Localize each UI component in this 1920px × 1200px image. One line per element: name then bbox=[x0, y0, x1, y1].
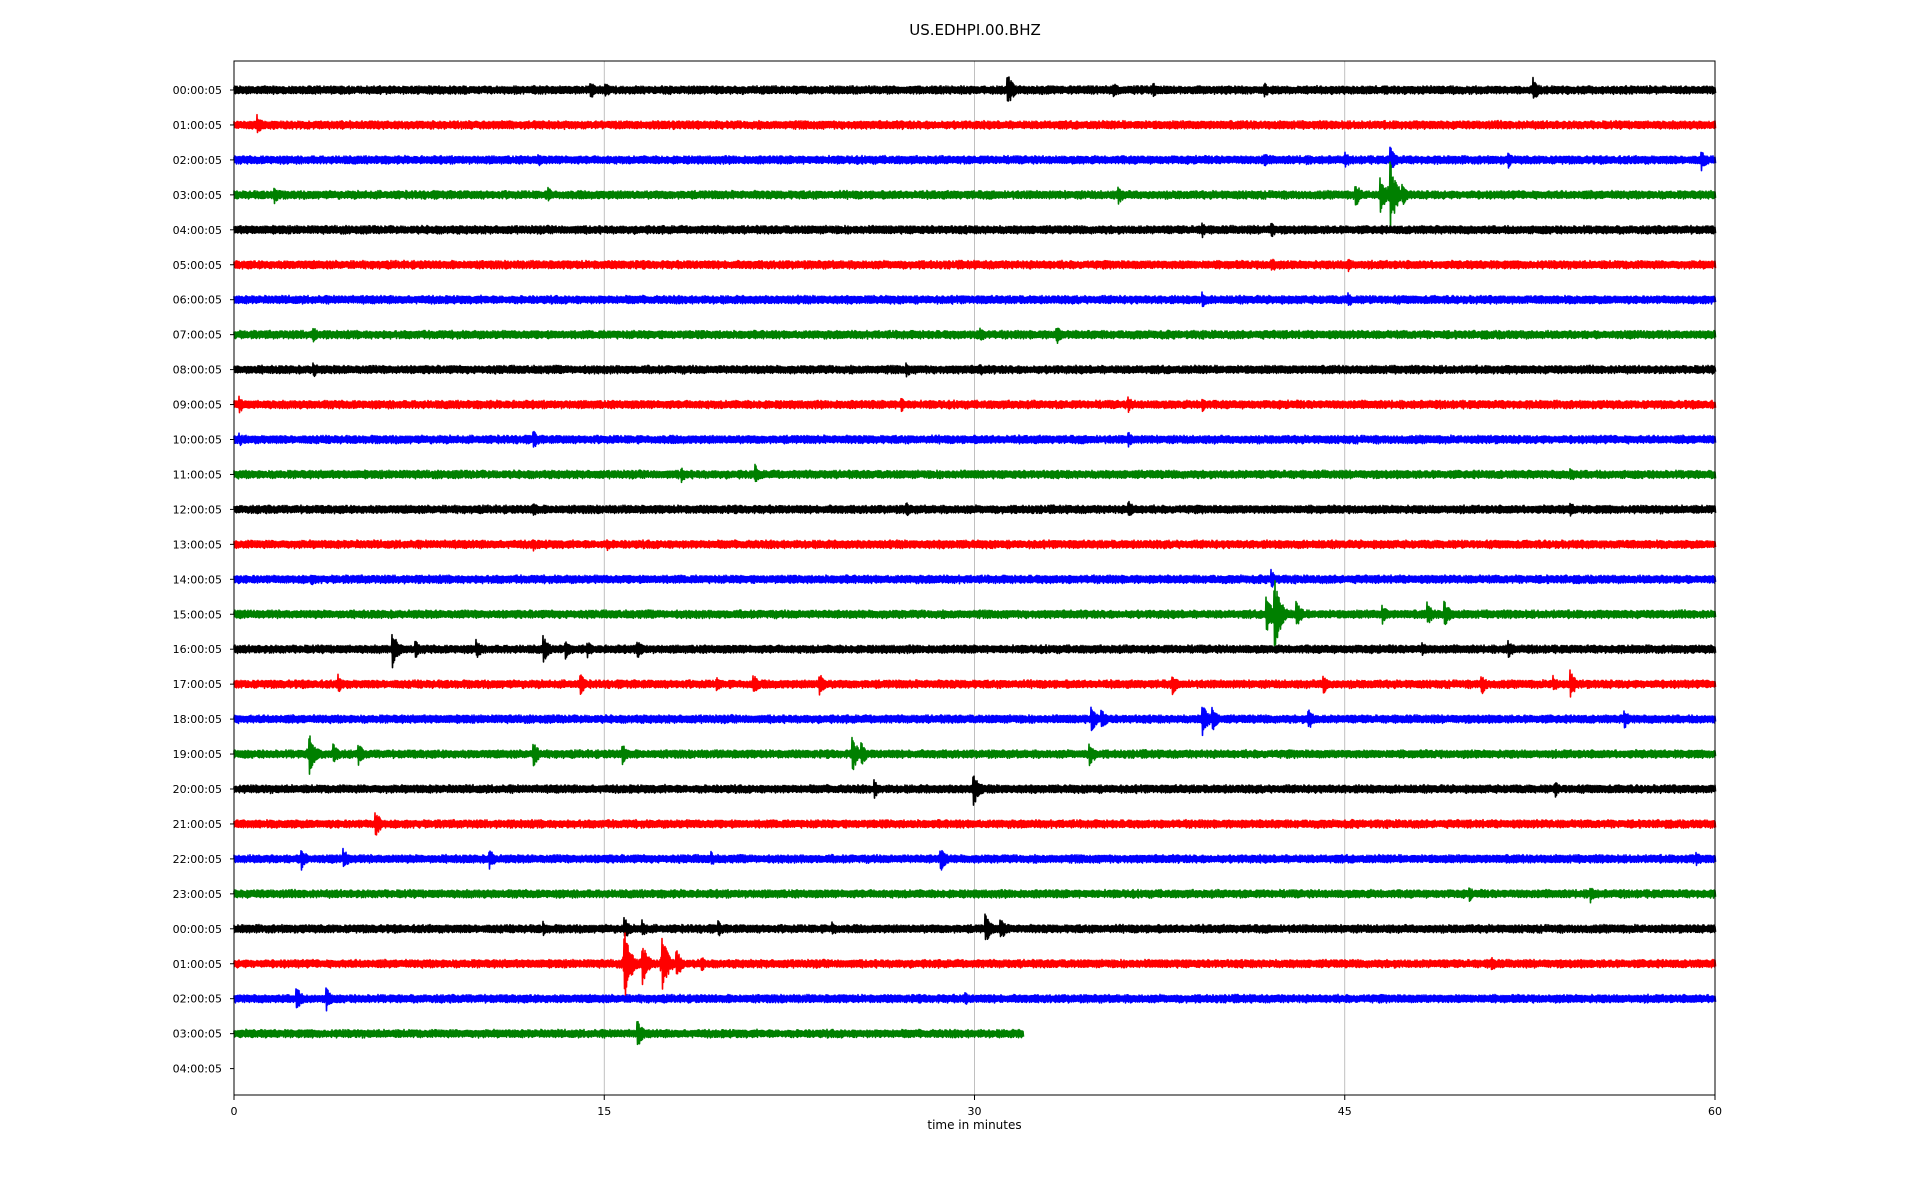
trace-line bbox=[233, 847, 1717, 871]
trace-line bbox=[233, 395, 1717, 414]
x-ticks: 0 15 30 45 60 bbox=[231, 1095, 1722, 1118]
x-tick-label: 45 bbox=[1338, 1105, 1352, 1118]
trace-line bbox=[233, 291, 1717, 308]
row-label: 08:00:05 bbox=[173, 364, 222, 377]
trace-line bbox=[233, 362, 1717, 378]
trace-rows bbox=[233, 76, 1717, 1046]
trace-line bbox=[233, 146, 1717, 174]
trace-line bbox=[233, 222, 1717, 239]
x-tick-label: 30 bbox=[968, 1105, 982, 1118]
trace-line bbox=[233, 669, 1717, 698]
trace-line bbox=[233, 987, 1717, 1012]
row-label: 15:00:05 bbox=[173, 608, 222, 621]
x-axis-label: time in minutes bbox=[927, 1118, 1021, 1132]
x-tick-label: 0 bbox=[231, 1105, 238, 1118]
x-tick-label: 60 bbox=[1708, 1105, 1722, 1118]
trace-line bbox=[233, 775, 1717, 806]
trace-line bbox=[233, 539, 1717, 552]
trace-line bbox=[233, 568, 1717, 588]
chart-title: US.EDHPI.00.BHZ bbox=[909, 21, 1041, 39]
trace-line bbox=[233, 580, 1717, 647]
trace-line bbox=[233, 500, 1717, 517]
row-label: 13:00:05 bbox=[173, 538, 222, 551]
row-label: 14:00:05 bbox=[173, 573, 222, 586]
row-label: 02:00:05 bbox=[173, 154, 222, 167]
trace-line bbox=[233, 887, 1717, 904]
trace-line bbox=[233, 463, 1717, 484]
trace-line bbox=[233, 161, 1717, 232]
x-tick-label: 15 bbox=[597, 1105, 611, 1118]
trace-line bbox=[233, 430, 1717, 448]
row-label: 18:00:05 bbox=[173, 713, 222, 726]
row-label: 04:00:05 bbox=[173, 224, 222, 237]
trace-line bbox=[233, 113, 1717, 134]
row-label: 02:00:05 bbox=[173, 993, 222, 1006]
row-label: 00:00:05 bbox=[173, 84, 222, 97]
trace-line bbox=[233, 913, 1717, 941]
trace-line bbox=[233, 258, 1717, 273]
row-label: 01:00:05 bbox=[173, 119, 222, 132]
row-label: 03:00:05 bbox=[173, 189, 222, 202]
trace-line bbox=[233, 1020, 1025, 1046]
trace-line bbox=[233, 735, 1717, 775]
trace-line bbox=[233, 812, 1717, 836]
row-label: 04:00:05 bbox=[173, 1063, 222, 1076]
trace-line bbox=[233, 932, 1717, 997]
row-label: 00:00:05 bbox=[173, 923, 222, 936]
row-label: 23:00:05 bbox=[173, 888, 222, 901]
trace-line bbox=[233, 327, 1717, 344]
row-label: 12:00:05 bbox=[173, 503, 222, 516]
trace-line bbox=[233, 633, 1717, 669]
row-label: 21:00:05 bbox=[173, 818, 222, 831]
row-label: 09:00:05 bbox=[173, 399, 222, 412]
row-label: 05:00:05 bbox=[173, 259, 222, 272]
row-label: 17:00:05 bbox=[173, 678, 222, 691]
trace-line bbox=[233, 706, 1717, 737]
row-label: 20:00:05 bbox=[173, 783, 222, 796]
row-label: 07:00:05 bbox=[173, 329, 222, 342]
trace-line bbox=[233, 76, 1717, 102]
row-label: 06:00:05 bbox=[173, 294, 222, 307]
row-label: 22:00:05 bbox=[173, 853, 222, 866]
row-label: 01:00:05 bbox=[173, 958, 222, 971]
row-label: 10:00:05 bbox=[173, 434, 222, 447]
row-label: 03:00:05 bbox=[173, 1028, 222, 1041]
row-label: 16:00:05 bbox=[173, 643, 222, 656]
row-label: 11:00:05 bbox=[173, 468, 222, 481]
y-tick-labels: 00:00:05 01:00:05 02:00:05 03:00:05 04:00:05… bbox=[173, 84, 234, 1076]
row-label: 19:00:05 bbox=[173, 748, 222, 761]
